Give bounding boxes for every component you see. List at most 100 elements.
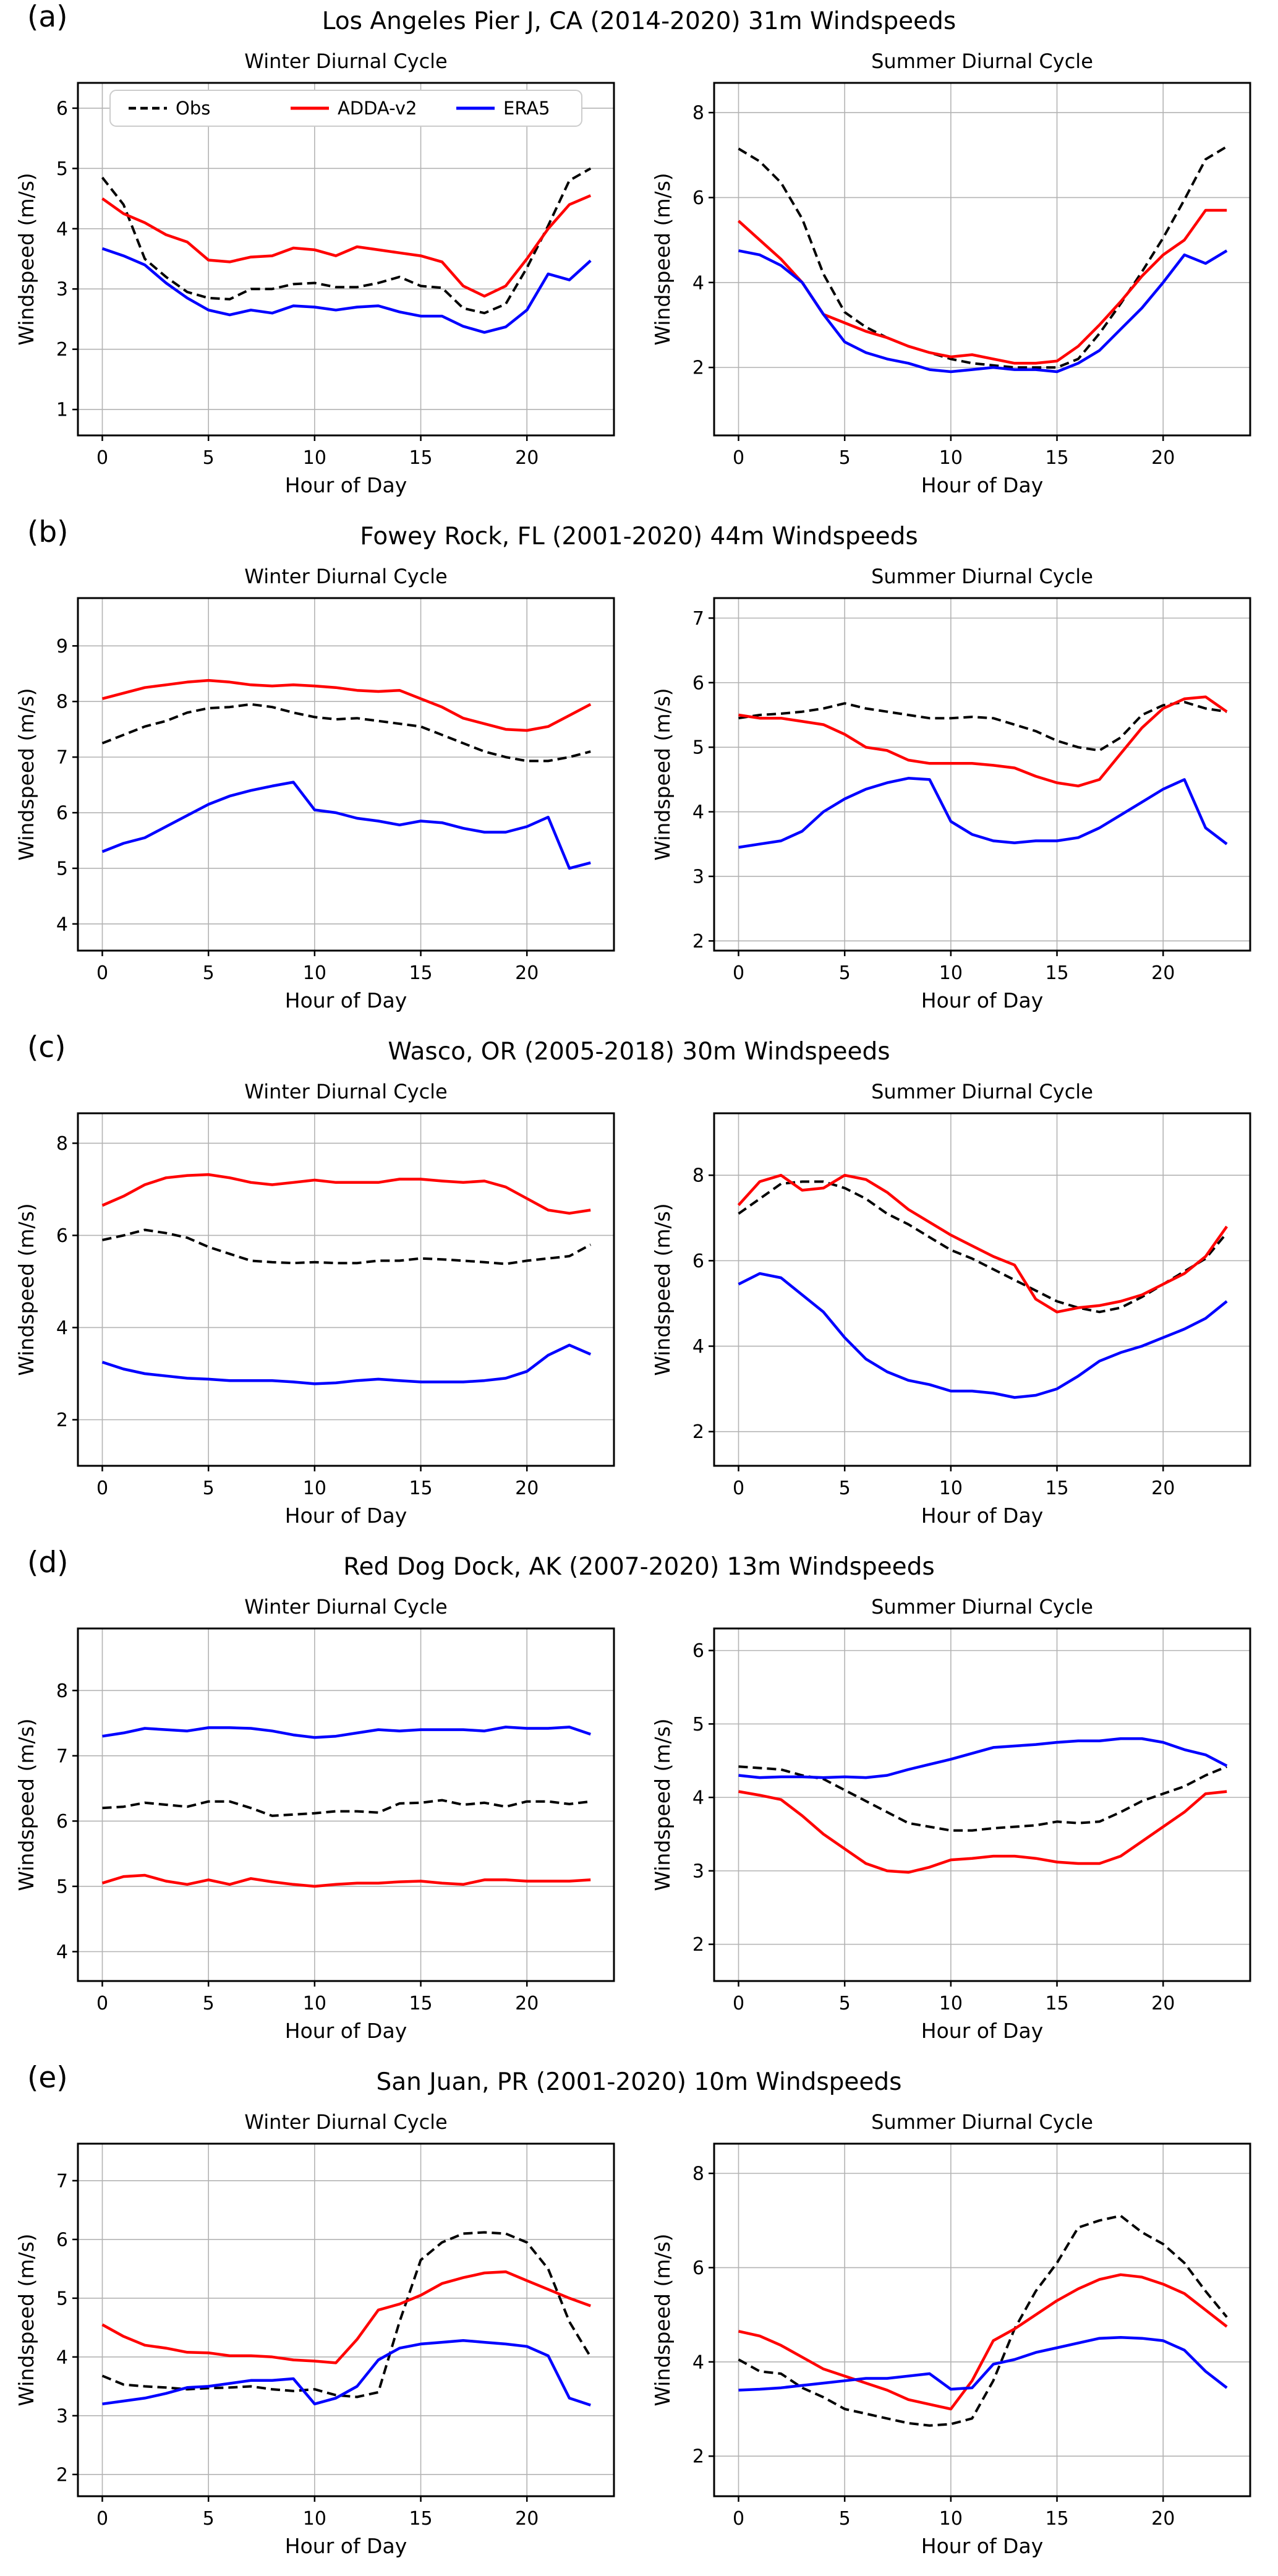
- tick-marks: [709, 111, 1164, 441]
- panel-title: Fowey Rock, FL (2001-2020) 44m Windspeed…: [360, 523, 918, 550]
- tick-marks: [709, 2172, 1164, 2502]
- svg-text:3: 3: [692, 1860, 704, 1882]
- tick-labels: 2 3 4 5 6 7 0 5 10 15 20: [692, 608, 1175, 984]
- svg-text:4: 4: [692, 1336, 704, 1358]
- svg-text:2: 2: [692, 931, 704, 952]
- svg-text:5: 5: [692, 737, 704, 759]
- subplot-title: Winter Diurnal Cycle: [244, 2110, 447, 2134]
- series-era5: [102, 1726, 591, 1739]
- svg-text:4: 4: [56, 2347, 68, 2368]
- svg-text:8: 8: [56, 691, 68, 713]
- svg-text:6: 6: [56, 98, 68, 119]
- svg-text:5: 5: [203, 1993, 215, 2014]
- svg-text:5: 5: [56, 158, 68, 180]
- panel-label: (a): [27, 0, 68, 34]
- panel-e-header: (e) San Juan, PR (2001-2020) 10m Windspe…: [0, 2061, 1278, 2108]
- panel-b-header: (b) Fowey Rock, FL (2001-2020) 44m Winds…: [0, 515, 1278, 562]
- chart-svg: 2 4 6 8 0 5 10 15 20 Summer Diurnal Cycle Windspee…: [652, 2108, 1261, 2565]
- y-axis-label: Windspeed (m/s): [16, 688, 38, 860]
- svg-text:15: 15: [1045, 1478, 1068, 1499]
- gridlines: [714, 1113, 1250, 1466]
- tick-marks: [709, 1174, 1164, 1471]
- series-era5: [738, 1737, 1228, 1779]
- gridlines: [78, 598, 614, 951]
- svg-text:5: 5: [56, 1876, 68, 1898]
- svg-text:2: 2: [56, 1410, 68, 1431]
- svg-text:8: 8: [692, 103, 704, 124]
- svg-text:7: 7: [692, 608, 704, 630]
- tick-labels: 2 4 6 8 0 5 10 15 20: [56, 1133, 539, 1499]
- series-era5: [738, 777, 1228, 849]
- tick-labels: 1 2 3 4 5 6 0 5 10 15 20: [56, 98, 539, 469]
- svg-text:6: 6: [692, 672, 704, 694]
- svg-text:5: 5: [839, 2508, 851, 2530]
- series-adda-v2: [738, 2273, 1228, 2411]
- chart-svg: 2 4 6 8 0 5 10 15 20 Winter Diurnal Cycle Windspee…: [16, 1077, 625, 1535]
- y-axis-label: Windspeed (m/s): [16, 173, 38, 345]
- svg-text:4: 4: [56, 1941, 68, 1963]
- series-obs: [101, 167, 592, 315]
- svg-text:8: 8: [692, 1165, 704, 1187]
- svg-text:0: 0: [96, 1993, 108, 2014]
- svg-text:8: 8: [56, 1680, 68, 1702]
- svg-text:10: 10: [303, 962, 326, 984]
- series-obs: [102, 1228, 592, 1265]
- panel-e: (e) San Juan, PR (2001-2020) 10m Windspe…: [0, 2061, 1278, 2576]
- x-axis-label: Hour of Day: [285, 2019, 407, 2043]
- x-axis-label: Hour of Day: [285, 2534, 407, 2558]
- legend-label: Obs: [176, 98, 210, 119]
- svg-text:0: 0: [96, 962, 108, 984]
- svg-text:4: 4: [692, 802, 704, 823]
- tick-marks: [72, 107, 528, 441]
- chart-svg: 2 4 6 8 0 5 10 15 20 Summer Diurnal Cycle Windspee…: [652, 47, 1261, 505]
- gridlines: [714, 598, 1250, 951]
- y-axis-label: Windspeed (m/s): [16, 1718, 38, 1891]
- chart-d-summer: 2 3 4 5 6 0 5 10 15 20 Summer Diurnal Cycle Windspe…: [652, 1593, 1261, 2053]
- chart-svg: 2 3 4 5 6 7 0 5 10 15 20 Summer Diurnal Cycle Windsp…: [652, 562, 1261, 1020]
- series-obs: [738, 2214, 1228, 2427]
- legend: Obs ADDA-v2 ERA5: [109, 90, 582, 127]
- tick-labels: 2 4 6 8 0 5 10 15 20: [692, 2163, 1175, 2530]
- subplot-title: Summer Diurnal Cycle: [871, 1595, 1093, 1619]
- panel-a: (a) Los Angeles Pier J, CA (2014-2020) 3…: [0, 0, 1278, 515]
- svg-text:2: 2: [692, 1934, 704, 1956]
- chart-e-summer: 2 4 6 8 0 5 10 15 20 Summer Diurnal Cycle Windspee…: [652, 2108, 1261, 2569]
- chart-svg: 2 3 4 5 6 0 5 10 15 20 Summer Diurnal Cycle Windspe…: [652, 1593, 1261, 2050]
- panel-label: (b): [27, 515, 69, 549]
- chart-svg: 2 4 6 8 0 5 10 15 20 Summer Diurnal Cycle Windspee…: [652, 1077, 1261, 1535]
- panel-label: (c): [27, 1030, 66, 1064]
- svg-text:0: 0: [733, 447, 744, 469]
- subplot-title: Winter Diurnal Cycle: [244, 49, 447, 73]
- svg-text:5: 5: [839, 1993, 851, 2014]
- svg-text:1: 1: [56, 400, 68, 421]
- series-obs: [101, 703, 591, 763]
- svg-text:0: 0: [733, 1993, 744, 2014]
- tick-marks: [72, 645, 528, 956]
- x-axis-label: Hour of Day: [285, 988, 407, 1012]
- tick-labels: 2 3 4 5 6 7 0 5 10 15 20: [56, 2170, 539, 2530]
- svg-text:0: 0: [733, 962, 744, 984]
- svg-text:20: 20: [1151, 1478, 1175, 1499]
- chart-d-winter: 4 5 6 7 8 0 5 10 15 20 Winter Diurnal Cycle Windspe…: [16, 1593, 625, 2053]
- svg-text:6: 6: [56, 1225, 68, 1247]
- svg-text:7: 7: [56, 1745, 68, 1767]
- subplot-title: Summer Diurnal Cycle: [871, 49, 1093, 73]
- tick-labels: 2 3 4 5 6 0 5 10 15 20: [692, 1640, 1175, 2014]
- panel-a-header: (a) Los Angeles Pier J, CA (2014-2020) 3…: [0, 0, 1278, 47]
- svg-text:5: 5: [56, 2288, 68, 2309]
- series-era5: [101, 1343, 592, 1385]
- series-obs: [101, 2231, 592, 2398]
- chart-svg: 1 2 3 4 5 6 0 5 10 15 20 Winter Diurnal Cycle Windsp…: [16, 47, 625, 505]
- panel-title: San Juan, PR (2001-2020) 10m Windspeeds: [376, 2068, 902, 2096]
- svg-text:15: 15: [409, 447, 432, 469]
- x-axis-label: Hour of Day: [921, 473, 1043, 497]
- chart-a-winter: 1 2 3 4 5 6 0 5 10 15 20 Winter Diurnal Cycle Windsp…: [16, 47, 625, 508]
- svg-text:5: 5: [692, 1714, 704, 1735]
- subplot-title: Summer Diurnal Cycle: [871, 2110, 1093, 2134]
- panel-c-header: (c) Wasco, OR (2005-2018) 30m Windspeeds: [0, 1030, 1278, 1077]
- panel-title: Los Angeles Pier J, CA (2014-2020) 31m W…: [322, 7, 956, 35]
- svg-text:5: 5: [839, 1478, 851, 1499]
- chart-svg: 4 5 6 7 8 9 0 5 10 15 20 Winter Diurnal Cycle Windsp…: [16, 562, 625, 1020]
- svg-text:15: 15: [1045, 1993, 1068, 2014]
- subplot-title: Summer Diurnal Cycle: [871, 565, 1093, 588]
